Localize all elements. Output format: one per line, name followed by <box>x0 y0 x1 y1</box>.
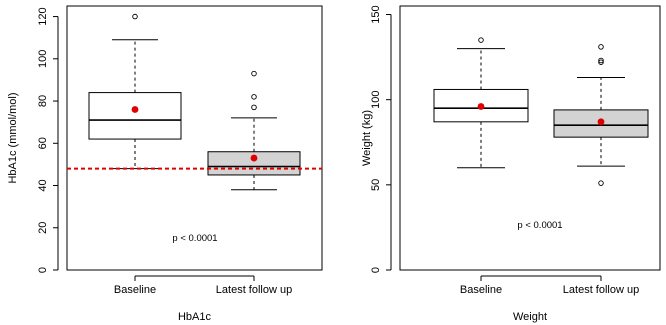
outlier-point <box>598 59 604 65</box>
outlier-point <box>598 57 604 64</box>
outlier-point <box>251 94 257 100</box>
y-tick-label: 40 <box>37 179 49 191</box>
mean-point <box>250 154 258 162</box>
outlier-point <box>478 37 484 43</box>
x-tick-label: Baseline <box>114 284 156 296</box>
box-latest-follow-up <box>207 70 301 191</box>
y-tick-label: 100 <box>370 90 382 108</box>
chart-panel-weight: 0 50 100 150 Weight (kg) Baseline Latest follo… <box>361 5 661 323</box>
outlier-point <box>251 104 257 111</box>
y-tick-label: 0 <box>370 267 382 273</box>
panel-subtitle: HbA1c <box>178 311 212 323</box>
box-baseline <box>88 13 182 170</box>
mean-point <box>477 103 485 110</box>
mean-point <box>597 118 605 126</box>
y-tick-label: 120 <box>37 7 49 25</box>
outlier-point <box>598 180 604 186</box>
mean-point <box>131 106 139 113</box>
panel-subtitle: Weight <box>513 311 547 323</box>
plot-frame <box>399 5 661 271</box>
outlier-point <box>598 44 604 50</box>
y-tick-label: 80 <box>37 95 49 107</box>
p-value-annotation: p < 0.0001 <box>517 220 562 231</box>
y-axis-title: Weight (kg) <box>361 110 373 166</box>
chart-panel-hba1c: 0 20 40 60 80 100 120 HbA1c (mmol/mol) Baseline L… <box>7 5 323 323</box>
x-tick-label: Baseline <box>460 284 502 296</box>
y-tick-label: 50 <box>370 179 382 191</box>
y-axis-title: HbA1c (mmol/mol) <box>7 92 19 183</box>
outlier-point <box>132 13 138 20</box>
x-tick-label: Latest follow up <box>563 284 639 296</box>
y-tick-label: 100 <box>37 50 49 68</box>
p-value-annotation: p < 0.0001 <box>172 233 217 244</box>
box-iqr <box>88 92 182 140</box>
y-tick-label: 60 <box>37 137 49 149</box>
y-tick-label: 150 <box>370 5 382 23</box>
box-latest-follow-up <box>553 44 649 186</box>
y-tick-label: 0 <box>37 267 49 273</box>
plot-frame <box>66 5 323 271</box>
box-baseline <box>433 37 529 169</box>
x-tick-label: Latest follow up <box>216 284 292 296</box>
y-tick-label: 20 <box>37 222 49 234</box>
outlier-point <box>251 70 257 77</box>
